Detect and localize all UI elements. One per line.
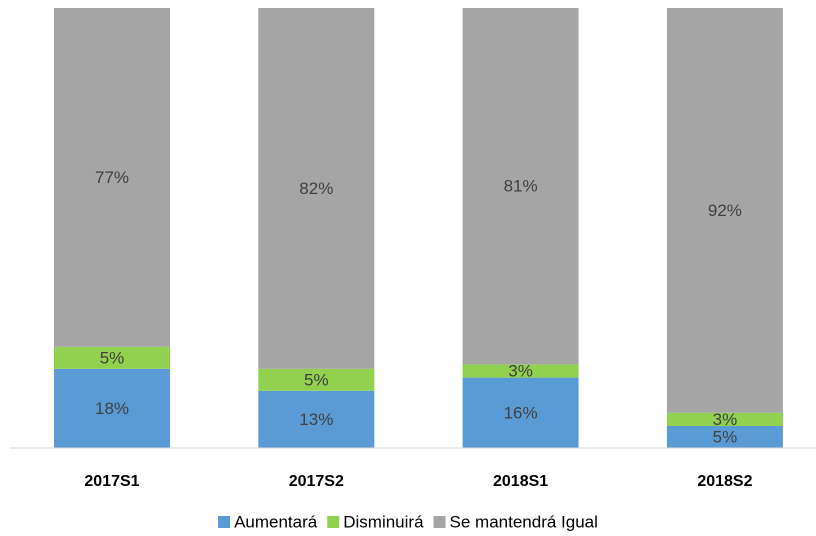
bar-segment	[462, 364, 579, 378]
legend-swatch	[327, 516, 340, 528]
bar-segment	[666, 426, 783, 448]
bar-segment	[258, 368, 375, 391]
data-label: 82%	[299, 179, 333, 198]
data-label: 5%	[304, 370, 329, 389]
data-label: 5%	[713, 427, 738, 446]
data-label: 16%	[504, 403, 538, 422]
bar-segment	[54, 368, 170, 448]
legend-label: Aumentará	[234, 512, 318, 531]
data-label: 92%	[708, 201, 742, 220]
data-label: 3%	[713, 410, 738, 429]
x-tick-label: 2017S2	[289, 473, 344, 490]
bar-segment	[54, 8, 170, 347]
bar-segment	[258, 390, 375, 448]
data-label: 81%	[504, 177, 538, 196]
x-tick-label: 2018S1	[493, 473, 548, 490]
legend-label: Disminuirá	[343, 512, 424, 531]
bar-segment	[54, 346, 170, 369]
x-tick-label: 2018S2	[697, 473, 752, 490]
data-label: 18%	[95, 399, 129, 418]
bar-segment	[462, 377, 579, 448]
x-tick-label: 2017S1	[84, 473, 139, 490]
data-label: 77%	[95, 168, 129, 187]
bar-segment	[258, 8, 375, 369]
data-label: 3%	[508, 361, 533, 380]
data-label: 5%	[100, 348, 125, 367]
legend-swatch	[433, 516, 446, 528]
data-label: 13%	[299, 410, 333, 429]
bar-segment	[666, 412, 783, 426]
bar-segment	[462, 8, 579, 365]
legend-swatch	[218, 516, 231, 528]
legend-label: Se mantendrá Igual	[450, 512, 598, 531]
bar-segment	[666, 8, 783, 413]
